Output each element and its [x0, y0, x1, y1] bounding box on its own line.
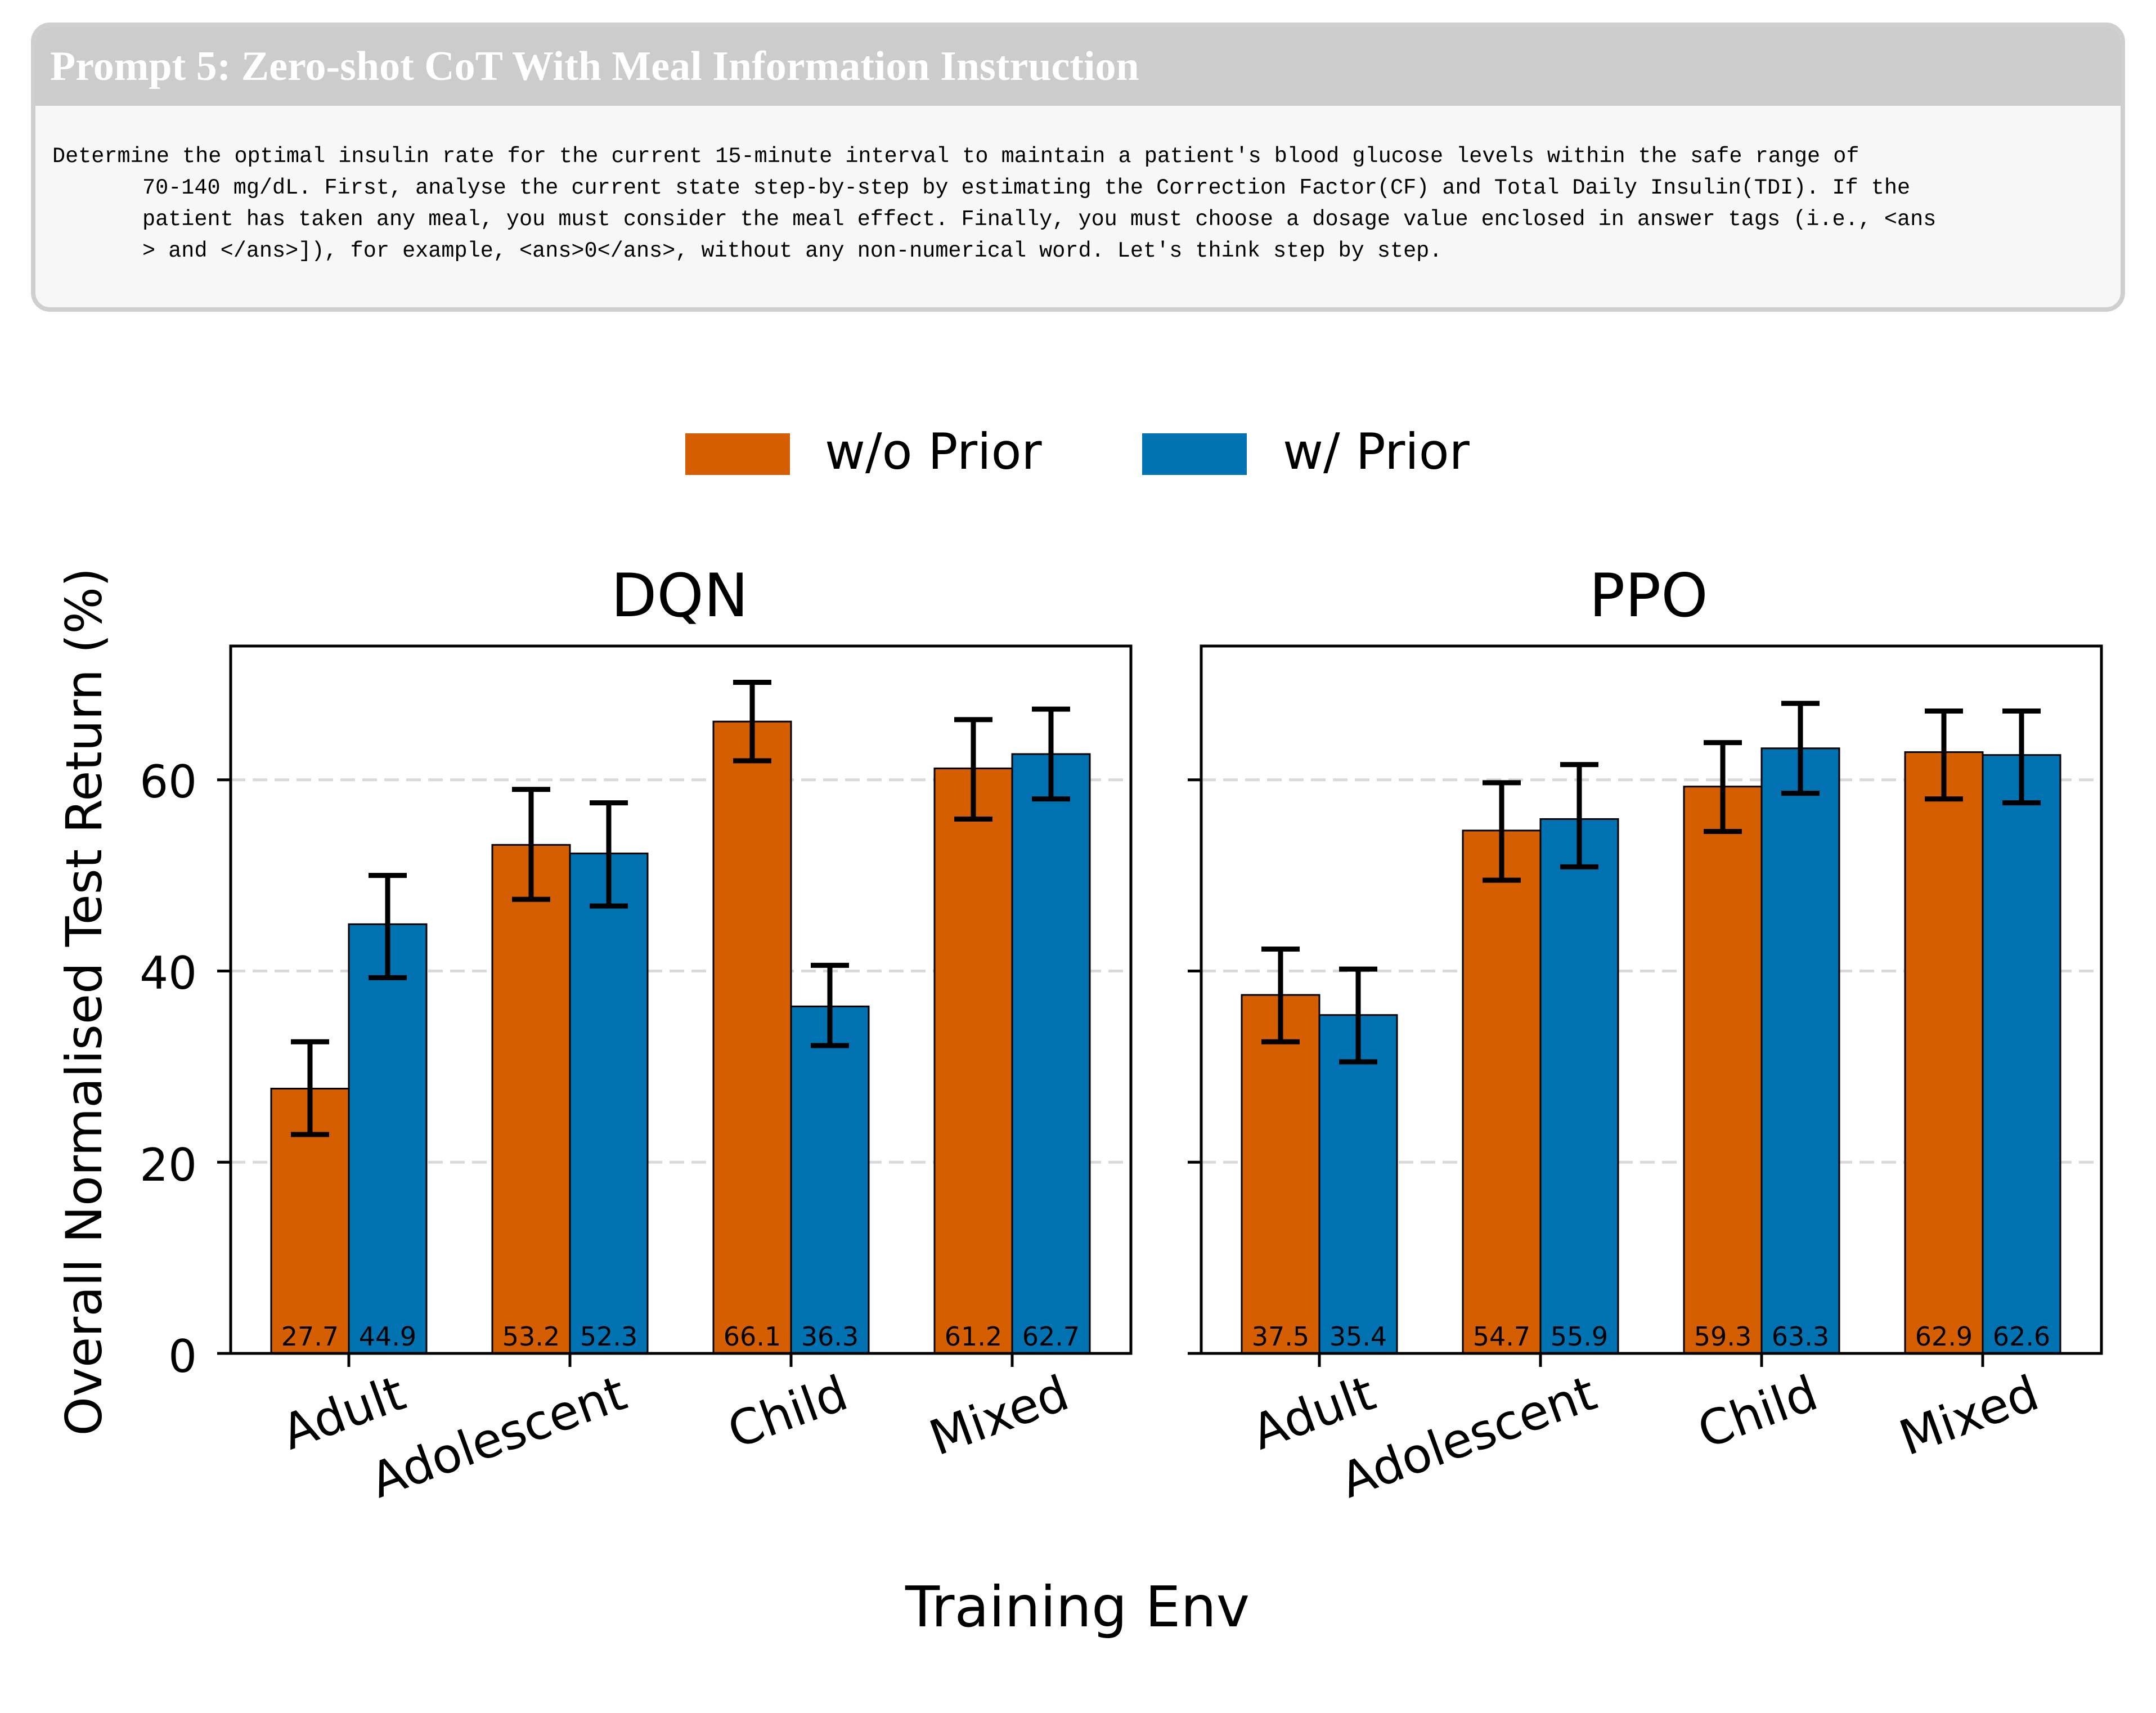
y-tick-label-0: 0 — [168, 1330, 197, 1383]
panel-title-ppo: PPO — [1589, 561, 1708, 630]
legend: w/o Prior w/ Prior — [685, 423, 1470, 481]
y-tick-label-60: 60 — [140, 756, 197, 808]
bar-ppo-child-w-prior — [1760, 747, 1840, 1355]
x-tick-label-dqn-adolescent: Adolescent — [363, 1365, 634, 1509]
data-label-ppo-adult-w-prior: 35.4 — [1329, 1321, 1387, 1352]
bar-dqn-mixed-w-o-prior — [933, 767, 1013, 1355]
prompt-title: Prompt 5: Zero-shot CoT With Meal Inform… — [35, 27, 2121, 106]
bar-ppo-mixed-w-prior — [1982, 754, 2061, 1355]
bar-ppo-adolescent-w-o-prior — [1462, 829, 1542, 1355]
bar-ppo-mixed-w-o-prior — [1904, 751, 1984, 1355]
x-axis-label: Training Env — [905, 1574, 1250, 1640]
prompt-line-4: > and </ans>]), for example, <ans>0</ans… — [142, 239, 1443, 263]
legend-label-wo-prior: w/o Prior — [825, 423, 1042, 481]
axes-frame-dqn — [229, 644, 1133, 1355]
prompt-text: Determine the optimal insulin rate for t… — [35, 106, 2121, 267]
legend-swatch-wo-prior — [685, 433, 790, 475]
legend-label-w-prior: w/ Prior — [1283, 423, 1470, 481]
axes-frame-ppo — [1200, 644, 2103, 1355]
x-tick-label-ppo-adolescent: Adolescent — [1333, 1365, 1603, 1509]
bar-ppo-child-w-o-prior — [1683, 786, 1763, 1355]
data-label-ppo-mixed-w-prior: 62.6 — [1993, 1321, 2050, 1352]
data-label-dqn-adult-w-prior: 44.9 — [359, 1321, 416, 1352]
data-label-dqn-adolescent-w-prior: 52.3 — [580, 1321, 637, 1352]
data-label-ppo-child-w-o-prior: 59.3 — [1694, 1321, 1751, 1352]
bar-dqn-adult-w-prior — [348, 923, 428, 1355]
prompt-line-1: Determine the optimal insulin rate for t… — [52, 144, 1859, 169]
data-label-ppo-adult-w-o-prior: 37.5 — [1252, 1321, 1309, 1352]
y-tick-label-20: 20 — [140, 1139, 197, 1191]
x-tick-label-ppo-child: Child — [1691, 1365, 1825, 1460]
y-tick-label-40: 40 — [140, 947, 197, 999]
panel-title-dqn: DQN — [611, 561, 748, 630]
chart-marks: 27.7 44.9 53.2 52.3 66.1 36.3 61.2 62.7 37.5 35.4… — [217, 644, 2103, 1367]
y-axis-label: Overall Normalised Test Return (%) — [55, 568, 113, 1436]
data-label-dqn-adolescent-w-o-prior: 53.2 — [502, 1321, 560, 1352]
bar-dqn-mixed-w-prior — [1011, 753, 1091, 1355]
x-tick-label-dqn-child: Child — [721, 1365, 855, 1460]
bar-dqn-child-w-o-prior — [712, 720, 792, 1355]
x-tick-label-dqn-mixed: Mixed — [922, 1365, 1076, 1467]
bar-dqn-child-w-prior — [790, 1005, 870, 1355]
legend-swatch-w-prior — [1142, 433, 1247, 475]
prompt-line-2: 70-140 mg/dL. First, analyse the current… — [142, 176, 1911, 200]
data-label-ppo-adolescent-w-o-prior: 54.7 — [1473, 1321, 1530, 1352]
data-label-dqn-adult-w-o-prior: 27.7 — [281, 1321, 339, 1352]
prompt-line-3: patient has taken any meal, you must con… — [142, 207, 1937, 232]
data-label-ppo-child-w-prior: 63.3 — [1772, 1321, 1829, 1352]
data-label-dqn-mixed-w-o-prior: 61.2 — [945, 1321, 1002, 1352]
x-tick-label-ppo-mixed: Mixed — [1892, 1365, 2046, 1467]
data-label-dqn-mixed-w-prior: 62.7 — [1022, 1321, 1080, 1352]
data-label-ppo-adolescent-w-prior: 55.9 — [1551, 1321, 1608, 1352]
data-label-dqn-child-w-o-prior: 66.1 — [724, 1321, 781, 1352]
bar-ppo-adult-w-prior — [1318, 1014, 1398, 1355]
data-label-ppo-mixed-w-o-prior: 62.9 — [1915, 1321, 1973, 1352]
prompt-box: Prompt 5: Zero-shot CoT With Meal Inform… — [31, 23, 2125, 312]
bar-ppo-adolescent-w-prior — [1539, 818, 1619, 1355]
bar-dqn-adolescent-w-prior — [569, 853, 649, 1355]
bar-ppo-adult-w-o-prior — [1241, 994, 1320, 1355]
bar-dqn-adolescent-w-o-prior — [491, 844, 571, 1355]
data-label-dqn-child-w-prior: 36.3 — [801, 1321, 859, 1352]
